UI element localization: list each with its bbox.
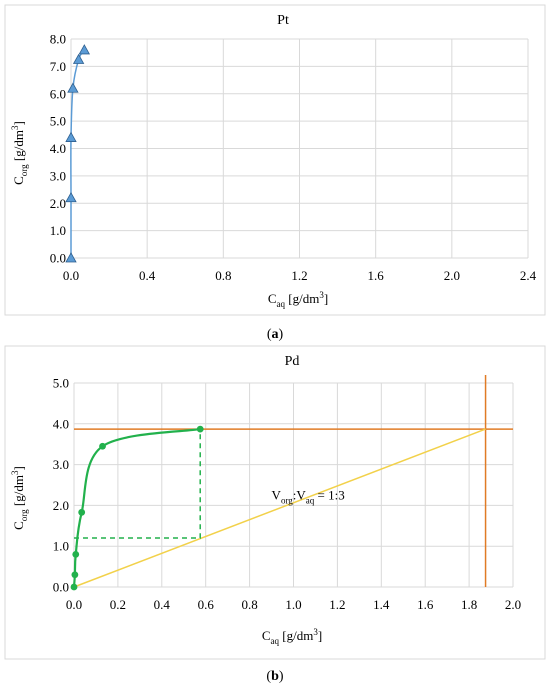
y-tick-label: 1.0	[50, 223, 66, 238]
data-point-triangle	[65, 191, 77, 203]
x-tick-label: 2.0	[505, 597, 521, 612]
operating-line	[73, 428, 486, 588]
x-tick-label: 0.6	[198, 597, 215, 612]
data-point-circle	[72, 550, 80, 558]
panel-b-construction-lines	[73, 375, 513, 588]
y-tick-label: 1.0	[53, 539, 69, 554]
panel-b-x-axis-label: Caq [g/dm3]	[262, 627, 322, 646]
x-tick-label: 0.4	[139, 268, 156, 283]
data-point-triangle	[78, 44, 91, 55]
panel-b-x-ticks: 0.0 0.2 0.4 0.6 0.8 1.0 1.2 1.4 1.6 1.8 2.0	[66, 597, 521, 612]
data-point-circle	[196, 425, 204, 433]
x-tick-label: 1.6	[368, 268, 385, 283]
y-tick-label: 2.0	[53, 498, 69, 513]
y-tick-label: 8.0	[50, 32, 66, 47]
x-tick-label: 0.0	[66, 597, 82, 612]
panel-b: Pd 0.0 1.0 2.0 3.0 4.0 5.0 0.0 0.2 0.4 0.6 0.8 1.0…	[4, 345, 546, 660]
data-point-circle	[99, 442, 106, 450]
data-point-triangle	[67, 82, 79, 93]
panel-a-title: Pt	[277, 13, 289, 28]
mccabe-thiele-step	[74, 429, 201, 539]
data-point-circle	[78, 508, 86, 516]
panel-a-y-axis-label: Corg [g/dm3]	[10, 121, 29, 185]
data-point-triangle	[72, 53, 85, 64]
panel-a-x-axis-label: Caq [g/dm3]	[268, 290, 328, 309]
y-tick-label: 0.0	[50, 251, 66, 266]
x-tick-label: 1.0	[285, 597, 301, 612]
panel-b-title: Pd	[285, 354, 300, 369]
panel-b-caption: (b)	[266, 669, 283, 684]
y-tick-label: 2.0	[50, 196, 66, 211]
x-tick-label: 0.0	[63, 268, 79, 283]
panel-b-y-axis-label: Corg [g/dm3]	[10, 466, 29, 530]
y-tick-label: 3.0	[50, 168, 66, 183]
y-tick-label: 5.0	[53, 376, 69, 391]
panel-a-series	[65, 44, 91, 263]
y-tick-label: 4.0	[53, 416, 69, 431]
y-tick-label: 3.0	[53, 457, 69, 472]
x-tick-label: 2.4	[520, 268, 537, 283]
panel-b-grid	[73, 382, 514, 588]
x-tick-label: 0.2	[110, 597, 126, 612]
y-tick-label: 4.0	[50, 141, 66, 156]
data-point-triangle	[65, 131, 77, 142]
y-tick-label: 5.0	[50, 114, 66, 129]
y-tick-label: 0.0	[53, 580, 69, 595]
x-tick-label: 2.0	[444, 268, 460, 283]
data-point-triangle	[65, 252, 77, 263]
y-tick-label: 6.0	[50, 86, 66, 101]
panel-b-ratio-annotation: Vorg:Vaq = 1:3	[272, 487, 345, 505]
panel-a-y-ticks: 0.0 1.0 2.0 3.0 4.0 5.0 6.0 7.0 8.0	[50, 32, 66, 266]
x-tick-label: 1.6	[417, 597, 434, 612]
panel-a: Pt 0.0 1.0 2.0 3.0 4.0 5.0 6.0 7.0 8.0 0.0 0.4 0.8…	[4, 4, 546, 316]
y-tick-label: 7.0	[50, 59, 66, 74]
x-tick-label: 0.8	[215, 268, 231, 283]
panel-a-caption: (a)	[267, 327, 284, 342]
x-tick-label: 0.8	[241, 597, 257, 612]
data-point-circle	[70, 583, 78, 591]
x-tick-label: 1.2	[291, 268, 307, 283]
panel-b-y-ticks: 0.0 1.0 2.0 3.0 4.0 5.0	[53, 376, 69, 595]
panel-b-series	[70, 425, 204, 591]
panel-a-frame	[4, 4, 546, 316]
x-tick-label: 1.8	[461, 597, 477, 612]
x-tick-label: 1.4	[373, 597, 390, 612]
x-tick-label: 1.2	[329, 597, 345, 612]
panel-b-frame	[4, 345, 546, 660]
data-point-circle	[71, 571, 79, 579]
x-tick-label: 0.4	[154, 597, 171, 612]
panel-a-x-ticks: 0.0 0.4 0.8 1.2 1.6 2.0 2.4	[63, 268, 537, 283]
